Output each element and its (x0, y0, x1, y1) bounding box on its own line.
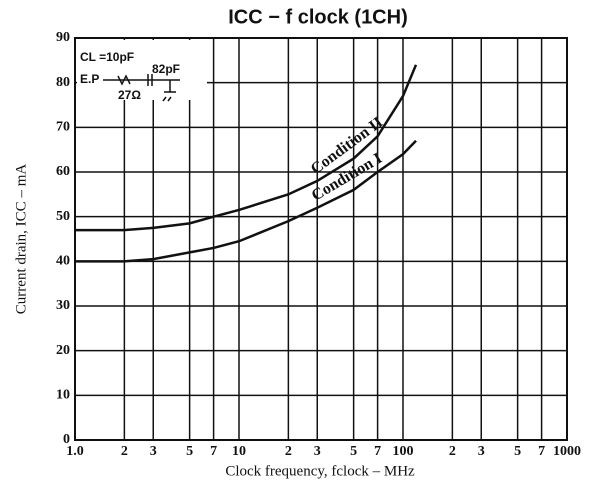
y-tick-label: 30 (56, 298, 70, 313)
x-tick-label: 2 (449, 444, 456, 459)
y-axis-label: Current drain, ICC – mA (13, 164, 29, 315)
x-tick-label: 5 (514, 444, 521, 459)
y-tick-label: 80 (56, 75, 70, 90)
y-tick-label: 40 (56, 254, 70, 269)
x-tick-label: 3 (150, 444, 157, 459)
x-tick-label: 7 (374, 444, 381, 459)
line (75, 64, 418, 232)
inset-background (77, 40, 207, 100)
y-tick-label: 70 (56, 120, 70, 135)
inset-capacitor (147, 74, 153, 86)
chart-title: ICC − f clock (1CH) (228, 6, 407, 28)
y-tick-label: 10 (56, 388, 70, 403)
x-tick-label: 5 (186, 444, 193, 459)
inset-resistor (117, 74, 131, 86)
x-tick-label: 1.0 (66, 444, 84, 459)
inset-wire (103, 79, 180, 102)
inset-label: 27Ω (118, 88, 141, 102)
x-tick-label: 2 (285, 444, 292, 459)
x-tick-label: 7 (210, 444, 217, 459)
x-tick-label: 5 (350, 444, 357, 459)
x-tick-label: 3 (478, 444, 485, 459)
x-tick-label: 2 (121, 444, 128, 459)
x-tick-label: 10 (232, 444, 246, 459)
y-tick-label: 90 (56, 30, 70, 45)
y-tick-label: 50 (56, 209, 70, 224)
y-tick-label: 0 (63, 432, 70, 447)
x-tick-label: 3 (314, 444, 321, 459)
inset-circuit: CL =10pF 82pF E.P 27Ω (77, 40, 207, 102)
inset-label: 82pF (152, 62, 180, 76)
inset-label: CL =10pF (80, 50, 134, 64)
y-tick-label: 20 (56, 343, 70, 358)
x-tick-label: 100 (393, 444, 414, 459)
y-tick-label: 60 (56, 164, 70, 179)
line (75, 139, 417, 263)
x-tick-label: 1000 (553, 444, 581, 459)
inset-label: E.P (80, 72, 99, 86)
x-axis-label: Clock frequency, fclock – MHz (225, 463, 415, 479)
x-tick-label: 7 (538, 444, 545, 459)
